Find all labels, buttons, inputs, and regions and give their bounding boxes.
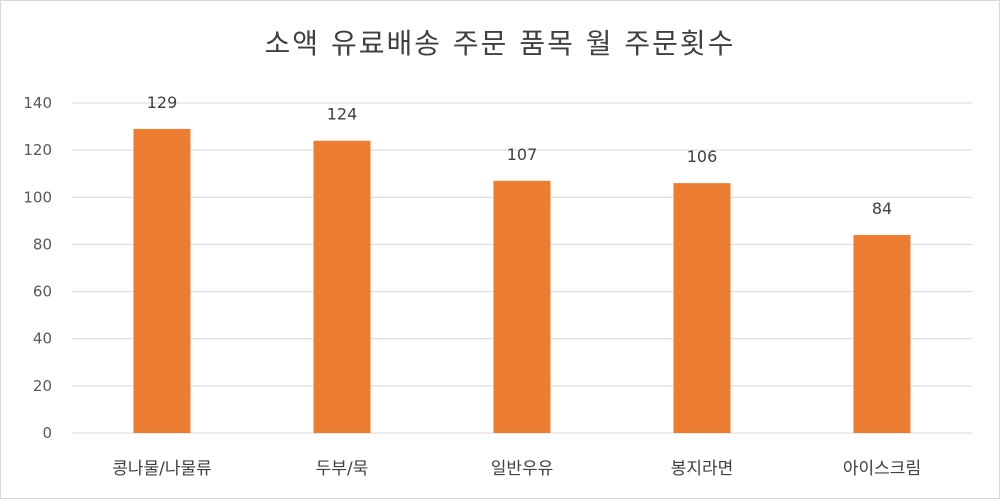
category-labels: 콩나물/나물류 두부/묵 일반우유 봉지라면 아이스크림	[112, 459, 921, 479]
y-tick-label: 140	[23, 94, 52, 112]
bars	[133, 128, 911, 433]
category-label: 콩나물/나물류	[112, 459, 212, 479]
bar	[673, 183, 731, 433]
data-label: 124	[327, 105, 358, 124]
bar	[133, 128, 191, 433]
y-tick-label: 0	[42, 424, 52, 442]
bar	[853, 235, 911, 433]
y-tick-label: 60	[33, 283, 52, 301]
category-label: 일반우유	[491, 459, 554, 479]
data-labels: 129 124 107 106 84	[147, 93, 892, 218]
y-tick-label: 40	[33, 330, 52, 348]
bar	[313, 140, 371, 433]
category-label: 두부/묵	[316, 459, 369, 479]
data-label: 106	[687, 147, 718, 166]
data-label: 107	[507, 145, 538, 164]
y-tick-label: 80	[33, 235, 52, 253]
chart-title: 소액 유료배송 주문 품목 월 주문횟수	[264, 27, 736, 60]
data-label: 84	[872, 199, 892, 218]
y-tick-label: 20	[33, 377, 52, 395]
data-label: 129	[147, 93, 178, 112]
y-axis-ticks: 0 20 40 60 80 100 120 140	[23, 94, 52, 442]
y-tick-label: 120	[23, 141, 52, 159]
category-label: 아이스크림	[843, 459, 921, 479]
y-tick-label: 100	[23, 188, 52, 206]
category-label: 봉지라면	[671, 459, 734, 479]
bar	[493, 180, 551, 433]
